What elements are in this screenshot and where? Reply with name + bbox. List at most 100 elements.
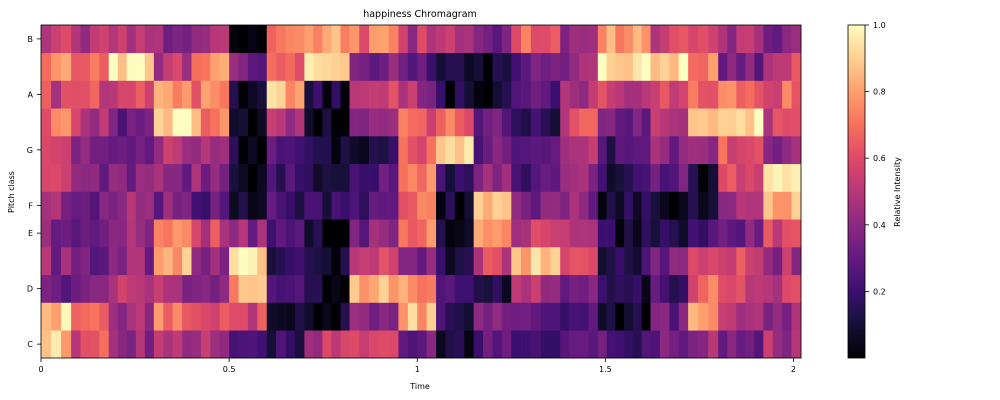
heatmap-cell bbox=[501, 330, 512, 359]
heatmap-cell bbox=[378, 330, 389, 359]
heatmap-cell bbox=[669, 330, 680, 359]
heatmap-cell bbox=[632, 52, 643, 81]
heatmap-cell bbox=[210, 163, 221, 192]
heatmap-cell bbox=[144, 80, 155, 109]
heatmap-cell bbox=[229, 25, 239, 54]
heatmap-cell bbox=[688, 136, 699, 165]
heatmap-cell bbox=[191, 52, 202, 81]
heatmap-cell bbox=[71, 274, 81, 303]
heatmap-cell bbox=[117, 108, 128, 137]
heatmap-cell bbox=[426, 25, 437, 54]
heatmap-cell bbox=[560, 136, 570, 165]
heatmap-cell bbox=[191, 191, 202, 220]
heatmap-cell bbox=[426, 136, 437, 165]
heatmap-cell bbox=[200, 274, 211, 303]
heatmap-cell bbox=[41, 52, 52, 81]
heatmap-cell bbox=[727, 136, 737, 165]
heatmap-cell bbox=[659, 330, 670, 359]
heatmap-cell bbox=[266, 52, 277, 81]
heatmap-cell bbox=[464, 274, 474, 303]
heatmap-cell bbox=[445, 163, 456, 192]
heatmap-cell bbox=[257, 80, 268, 109]
heatmap-cell bbox=[322, 219, 332, 248]
heatmap-cell bbox=[71, 247, 81, 276]
y-tick-label: A bbox=[28, 90, 34, 99]
heatmap-cell bbox=[340, 163, 350, 192]
heatmap-cell bbox=[483, 219, 493, 248]
heatmap-cell bbox=[304, 108, 314, 137]
heatmap-cell bbox=[126, 52, 137, 81]
heatmap-cell bbox=[473, 163, 484, 192]
heatmap-cell bbox=[144, 52, 155, 81]
heatmap-cell bbox=[426, 219, 437, 248]
heatmap-cell bbox=[560, 163, 570, 192]
heatmap-cell bbox=[294, 330, 305, 359]
heatmap-cell bbox=[624, 52, 634, 81]
heatmap-cell bbox=[89, 247, 100, 276]
heatmap-cell bbox=[473, 219, 484, 248]
heatmap-cell bbox=[698, 136, 709, 165]
heatmap-cell bbox=[247, 136, 258, 165]
heatmap-cell bbox=[108, 25, 119, 54]
heatmap-cell bbox=[521, 219, 532, 248]
heatmap-cell bbox=[763, 191, 774, 220]
heatmap-cell bbox=[285, 136, 296, 165]
x-tick-label: 0 bbox=[38, 365, 43, 374]
heatmap-cell bbox=[632, 219, 643, 248]
heatmap-cell bbox=[135, 52, 146, 81]
heatmap-cell bbox=[791, 302, 802, 331]
heatmap-cell bbox=[153, 274, 164, 303]
heatmap-cell bbox=[369, 136, 380, 165]
heatmap-cell bbox=[445, 247, 456, 276]
heatmap-cell bbox=[454, 302, 465, 331]
heatmap-cell bbox=[331, 52, 341, 81]
heatmap-cell bbox=[126, 108, 137, 137]
heatmap-cell bbox=[210, 191, 221, 220]
heatmap-cell bbox=[276, 330, 286, 359]
heatmap-cell bbox=[80, 219, 91, 248]
heatmap-cell bbox=[650, 136, 661, 165]
heatmap-cell bbox=[454, 274, 465, 303]
heatmap-cell bbox=[266, 247, 277, 276]
heatmap-cell bbox=[108, 52, 119, 81]
heatmap-cell bbox=[285, 274, 296, 303]
heatmap-cell bbox=[135, 219, 146, 248]
heatmap-cell bbox=[521, 330, 532, 359]
heatmap-cell bbox=[530, 330, 541, 359]
heatmap-cell bbox=[182, 247, 192, 276]
heatmap-cell bbox=[313, 163, 323, 192]
x-tick-label: 1 bbox=[415, 365, 420, 374]
heatmap-cell bbox=[688, 302, 699, 331]
heatmap-cell bbox=[182, 302, 192, 331]
heatmap-cell bbox=[530, 247, 541, 276]
heatmap-cell bbox=[71, 25, 81, 54]
heatmap-cell bbox=[51, 330, 62, 359]
heatmap-cell bbox=[641, 163, 651, 192]
heatmap-cell bbox=[340, 247, 350, 276]
heatmap-cell bbox=[219, 330, 230, 359]
heatmap-cell bbox=[200, 25, 211, 54]
heatmap-cell bbox=[388, 136, 399, 165]
heatmap-cell bbox=[445, 136, 456, 165]
heatmap-cell bbox=[669, 274, 680, 303]
heatmap-cell bbox=[388, 191, 399, 220]
heatmap-cell bbox=[678, 108, 689, 137]
heatmap-cell bbox=[369, 52, 380, 81]
heatmap-cell bbox=[398, 52, 409, 81]
heatmap-cell bbox=[126, 330, 137, 359]
heatmap-cell bbox=[182, 108, 192, 137]
heatmap-cell bbox=[191, 219, 202, 248]
heatmap-cell bbox=[772, 219, 783, 248]
heatmap-cell bbox=[407, 191, 418, 220]
heatmap-cell bbox=[483, 108, 493, 137]
heatmap-cell bbox=[417, 274, 427, 303]
heatmap-cell bbox=[540, 80, 551, 109]
heatmap-cell bbox=[736, 302, 746, 331]
heatmap-cell bbox=[736, 247, 746, 276]
heatmap-cell bbox=[153, 80, 164, 109]
heatmap-cell bbox=[359, 52, 370, 81]
heatmap-cell bbox=[276, 219, 286, 248]
heatmap-cell bbox=[464, 136, 474, 165]
heatmap-cell bbox=[322, 191, 332, 220]
heatmap-cell bbox=[650, 274, 661, 303]
